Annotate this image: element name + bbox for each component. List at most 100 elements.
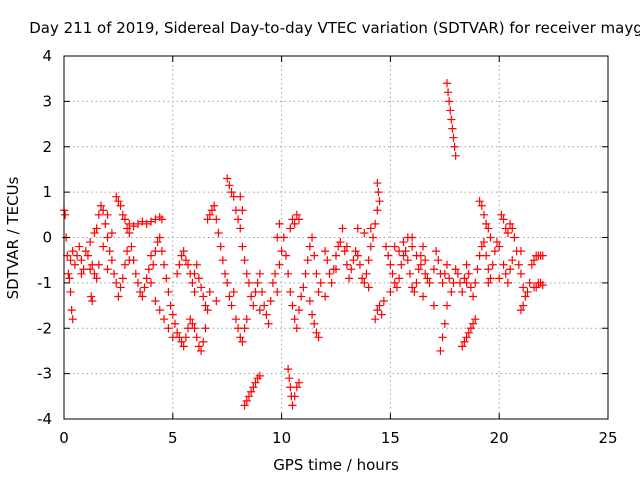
data-point bbox=[294, 215, 304, 224]
data-point bbox=[303, 256, 312, 265]
data-point bbox=[186, 315, 195, 324]
data-point bbox=[451, 265, 460, 274]
y-tick-label: -2 bbox=[37, 319, 52, 337]
data-point bbox=[516, 306, 526, 315]
data-point bbox=[479, 237, 489, 247]
data-point bbox=[499, 215, 508, 224]
data-point bbox=[377, 310, 386, 319]
data-point bbox=[103, 265, 112, 274]
x-tick-label: 5 bbox=[168, 429, 178, 447]
data-point bbox=[510, 233, 519, 242]
data-point bbox=[103, 210, 112, 219]
data-point bbox=[288, 301, 297, 310]
data-point bbox=[508, 256, 517, 265]
data-point bbox=[116, 283, 125, 292]
data-point bbox=[327, 278, 336, 287]
data-point bbox=[238, 242, 247, 251]
data-point bbox=[249, 383, 258, 392]
data-point bbox=[142, 219, 151, 228]
data-point bbox=[81, 247, 90, 256]
data-point bbox=[447, 287, 456, 297]
data-point bbox=[503, 228, 513, 238]
data-point bbox=[448, 124, 457, 133]
data-point bbox=[307, 310, 317, 319]
data-point bbox=[486, 233, 495, 242]
data-point bbox=[397, 260, 406, 269]
y-tick-label: 4 bbox=[42, 47, 52, 65]
data-point bbox=[410, 287, 419, 297]
data-point bbox=[386, 287, 395, 297]
data-point bbox=[294, 378, 304, 387]
data-point bbox=[244, 278, 254, 287]
data-point bbox=[190, 324, 199, 333]
data-point bbox=[445, 274, 454, 283]
data-point bbox=[255, 306, 264, 315]
data-point bbox=[503, 278, 513, 287]
data-point bbox=[268, 278, 277, 287]
data-point bbox=[294, 306, 304, 315]
data-point bbox=[445, 97, 454, 106]
data-point bbox=[60, 210, 70, 219]
y-tick-label: 2 bbox=[42, 138, 52, 156]
data-point bbox=[159, 260, 169, 269]
data-point bbox=[366, 242, 375, 251]
data-point bbox=[297, 292, 306, 301]
data-point bbox=[175, 260, 184, 269]
data-point bbox=[519, 283, 528, 292]
data-point bbox=[94, 260, 103, 269]
data-point bbox=[392, 283, 402, 292]
y-tick-label: 1 bbox=[42, 183, 52, 201]
data-point bbox=[177, 251, 186, 260]
data-point bbox=[290, 219, 299, 228]
data-point bbox=[516, 247, 526, 256]
data-point bbox=[199, 337, 208, 346]
data-point bbox=[66, 287, 75, 297]
x-tick-label: 25 bbox=[598, 429, 617, 447]
data-point bbox=[264, 319, 273, 328]
data-point bbox=[501, 269, 510, 278]
data-point bbox=[188, 278, 197, 287]
data-point bbox=[201, 301, 210, 310]
data-point bbox=[477, 201, 486, 210]
data-point bbox=[70, 260, 79, 269]
data-point bbox=[460, 274, 469, 283]
data-point bbox=[257, 287, 267, 297]
data-point bbox=[458, 342, 467, 351]
data-point bbox=[142, 274, 151, 283]
data-point bbox=[429, 265, 439, 274]
data-point bbox=[418, 292, 428, 301]
data-point bbox=[290, 315, 299, 324]
data-point bbox=[460, 337, 469, 346]
data-point bbox=[190, 287, 199, 297]
data-point bbox=[331, 265, 341, 274]
data-point bbox=[247, 292, 256, 301]
data-point bbox=[277, 247, 286, 256]
data-point bbox=[133, 278, 143, 287]
data-point bbox=[146, 251, 156, 260]
data-point bbox=[532, 283, 541, 292]
data-point bbox=[521, 292, 530, 301]
data-point bbox=[183, 260, 193, 269]
x-tick-label: 0 bbox=[59, 429, 69, 447]
data-point bbox=[275, 219, 284, 228]
data-point bbox=[260, 301, 269, 310]
data-point bbox=[286, 383, 295, 392]
data-point bbox=[125, 256, 134, 265]
data-point bbox=[464, 269, 473, 278]
data-point bbox=[466, 283, 476, 292]
data-point bbox=[414, 265, 423, 274]
data-point bbox=[388, 269, 397, 278]
data-point bbox=[431, 247, 441, 256]
data-point bbox=[192, 333, 201, 342]
data-point bbox=[516, 269, 526, 278]
data-point bbox=[347, 265, 356, 274]
data-point bbox=[375, 301, 384, 310]
data-point bbox=[233, 215, 243, 224]
data-point bbox=[310, 319, 319, 328]
data-point bbox=[292, 210, 301, 219]
data-point bbox=[273, 233, 282, 242]
data-point bbox=[449, 133, 458, 142]
data-point bbox=[325, 269, 334, 278]
data-point bbox=[281, 251, 291, 260]
